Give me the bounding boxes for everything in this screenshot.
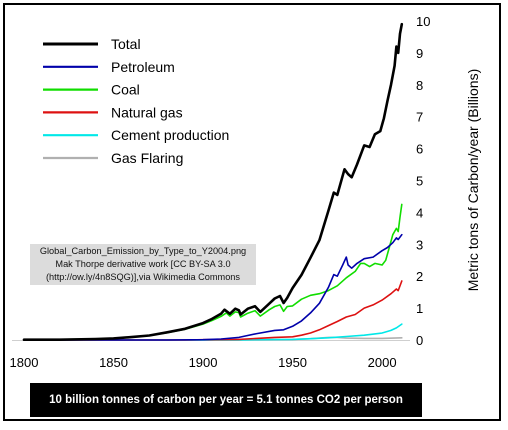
x-tick-label: 1850 [99, 355, 128, 370]
legend: Total Petroleum Coal Natural gas Cement prod… [43, 36, 229, 166]
y-tick-label: 2 [416, 269, 423, 284]
legend-label: Cement production [111, 127, 229, 143]
series-line-cement-production [23, 323, 403, 341]
y-tick-label: 5 [416, 174, 423, 189]
y-tick-label: 10 [416, 14, 430, 29]
legend-label: Total [111, 36, 141, 52]
legend-label: Gas Flaring [111, 150, 183, 166]
x-tick-label: 1900 [189, 355, 218, 370]
y-tick-label: 7 [416, 110, 423, 125]
chart-frame [3, 3, 501, 421]
y-tick-label: 9 [416, 46, 423, 61]
y-axis-label: Metric tons of Carbon/year (Billions) [465, 69, 481, 292]
legend-label: Coal [111, 82, 140, 98]
y-tick-label: 1 [416, 301, 423, 316]
y-tick-label: 3 [416, 237, 423, 252]
series-line-natural-gas [23, 280, 403, 341]
x-tick-label: 1950 [278, 355, 307, 370]
y-tick-label: 8 [416, 78, 423, 93]
x-tick-label: 1800 [10, 355, 39, 370]
series-lines [22, 22, 404, 341]
x-tick-label: 2000 [368, 355, 397, 370]
y-tick-label: 6 [416, 142, 423, 157]
legend-label: Natural gas [111, 104, 183, 120]
credit-line-3: (http://ow.ly/4n8SQG)],via Wikimedia Com… [45, 272, 241, 282]
series-line-total [22, 22, 404, 341]
credit-line-1: Global_Carbon_Emission_by_Type_to_Y2004.… [39, 246, 247, 256]
image-credit: Global_Carbon_Emission_by_Type_to_Y2004.… [30, 244, 256, 285]
y-tick-label: 4 [416, 205, 423, 220]
legend-label: Petroleum [111, 59, 175, 75]
series-line-petroleum [23, 233, 403, 341]
credit-line-2: Mak Thorpe derivative work [CC BY-SA 3.0 [55, 259, 231, 269]
y-tick-label: 0 [416, 333, 423, 348]
conversion-banner: 10 billion tonnes of carbon per year = 5… [30, 383, 422, 417]
